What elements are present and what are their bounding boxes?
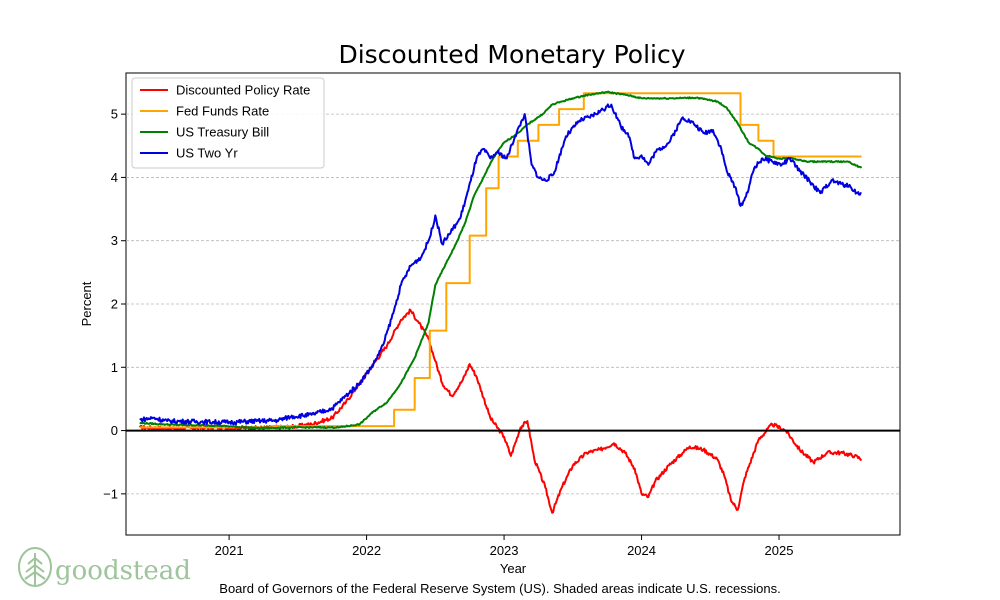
legend-label: US Two Yr	[176, 146, 238, 161]
legend-label: US Treasury Bill	[176, 125, 269, 140]
x-tick-label: 2023	[490, 543, 519, 558]
legend-label: Discounted Policy Rate	[176, 83, 310, 98]
x-axis-label: Year	[500, 561, 527, 576]
source-caption: Board of Governors of the Federal Reserv…	[219, 581, 780, 596]
y-tick-label: 4	[111, 170, 118, 185]
y-tick-label: 2	[111, 297, 118, 312]
series-line-4	[139, 103, 862, 426]
tree-icon	[18, 547, 52, 587]
x-tick-label: 2025	[765, 543, 794, 558]
y-tick-label: −1	[103, 486, 118, 501]
series-line-2	[139, 92, 862, 429]
goodstead-logo: goodstead	[18, 547, 191, 587]
y-tick-label: 0	[111, 423, 118, 438]
logo-text: goodstead	[55, 556, 191, 586]
chart-title: Discounted Monetary Policy	[338, 40, 685, 69]
y-axis-label: Percent	[79, 281, 94, 326]
legend: Discounted Policy Rate Fed Funds Rate US T…	[131, 77, 325, 169]
axis-ticks: −1 0 1 2 3 4 5 2021 2022 2023 2024 2025	[103, 107, 793, 558]
y-tick-label: 3	[111, 233, 118, 248]
series-line-3	[139, 90, 863, 430]
legend-box	[131, 77, 325, 169]
x-tick-label: 2021	[215, 543, 244, 558]
y-tick-label: 5	[111, 107, 118, 122]
x-tick-label: 2024	[627, 543, 656, 558]
legend-label: Fed Funds Rate	[176, 104, 269, 119]
x-tick-label: 2022	[352, 543, 381, 558]
y-tick-label: 1	[111, 360, 118, 375]
